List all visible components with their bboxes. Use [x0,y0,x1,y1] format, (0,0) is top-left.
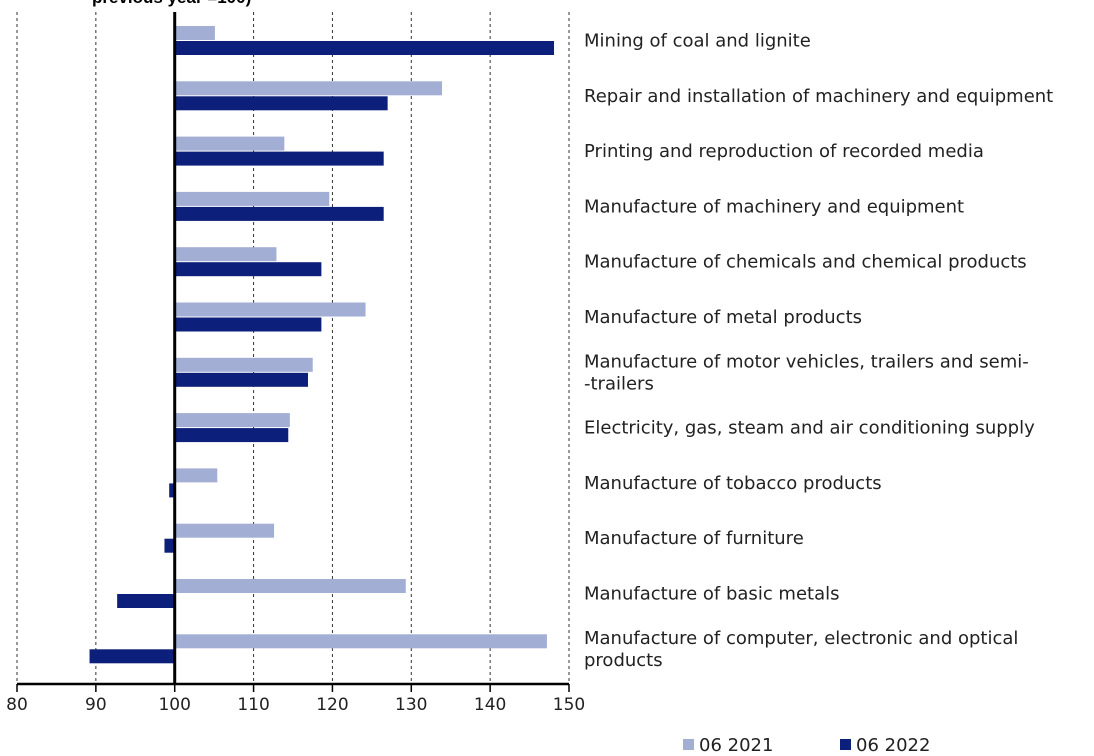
bar [174,96,388,111]
bar [174,357,313,372]
x-tick-label: 140 [474,695,506,715]
category-label: Repair and installation of machinery and… [584,86,1053,107]
category-label: Manufacture of tobacco products [584,473,882,494]
bar [174,413,290,428]
x-tick-label: 80 [6,695,28,715]
bar [89,649,175,664]
bar [174,523,275,538]
bar [174,41,555,55]
x-tick-label: 110 [237,695,269,715]
legend-label: 06 2022 [856,735,930,756]
category-label: Manufacture of motor vehicles, trailers … [584,351,1029,394]
category-label: Printing and reproduction of recorded me… [584,141,984,162]
bar [174,372,308,387]
legend-swatch [840,739,851,750]
axes [17,12,569,686]
category-label: Manufacture of machinery and equipment [584,196,964,217]
x-tick-label: 130 [395,695,427,715]
bar [117,594,175,608]
bars [89,26,555,664]
bar [174,302,366,317]
category-label: Manufacture of basic metals [584,584,840,605]
x-tick-label: 120 [316,695,348,715]
bar [174,191,330,206]
bar [174,247,277,262]
bar [174,81,443,96]
bar [174,262,322,277]
bar [174,26,215,40]
bar [174,206,384,221]
x-tick-label: 100 [158,695,190,715]
category-label: Manufacture of metal products [584,307,862,328]
bar [174,151,384,166]
category-label: Manufacture of chemicals and chemical pr… [584,252,1027,273]
category-label: Electricity, gas, steam and air conditio… [584,418,1035,439]
category-label: Manufacture of furniture [584,528,804,549]
category-labels: Mining of coal and lignite Repair and ins… [584,31,1053,671]
bar [174,136,285,151]
chart-title: previous year =100) [92,0,251,8]
legend-swatch [683,739,694,750]
bar [164,538,175,553]
bar [174,317,322,332]
bar [169,483,175,498]
gridlines [16,12,570,684]
x-tick-label: 90 [85,695,107,715]
legend: 06 2021 06 2022 [683,735,930,756]
bar [174,579,406,593]
category-label: Manufacture of computer, electronic and … [584,628,1018,671]
x-tick-labels: 80 90 100 110 120 130 140 150 [6,684,585,715]
bar [174,428,289,443]
category-label: Mining of coal and lignite [584,31,811,52]
bar [174,468,218,483]
bar [174,634,547,649]
legend-label: 06 2021 [699,735,773,756]
x-tick-label: 150 [553,695,585,715]
